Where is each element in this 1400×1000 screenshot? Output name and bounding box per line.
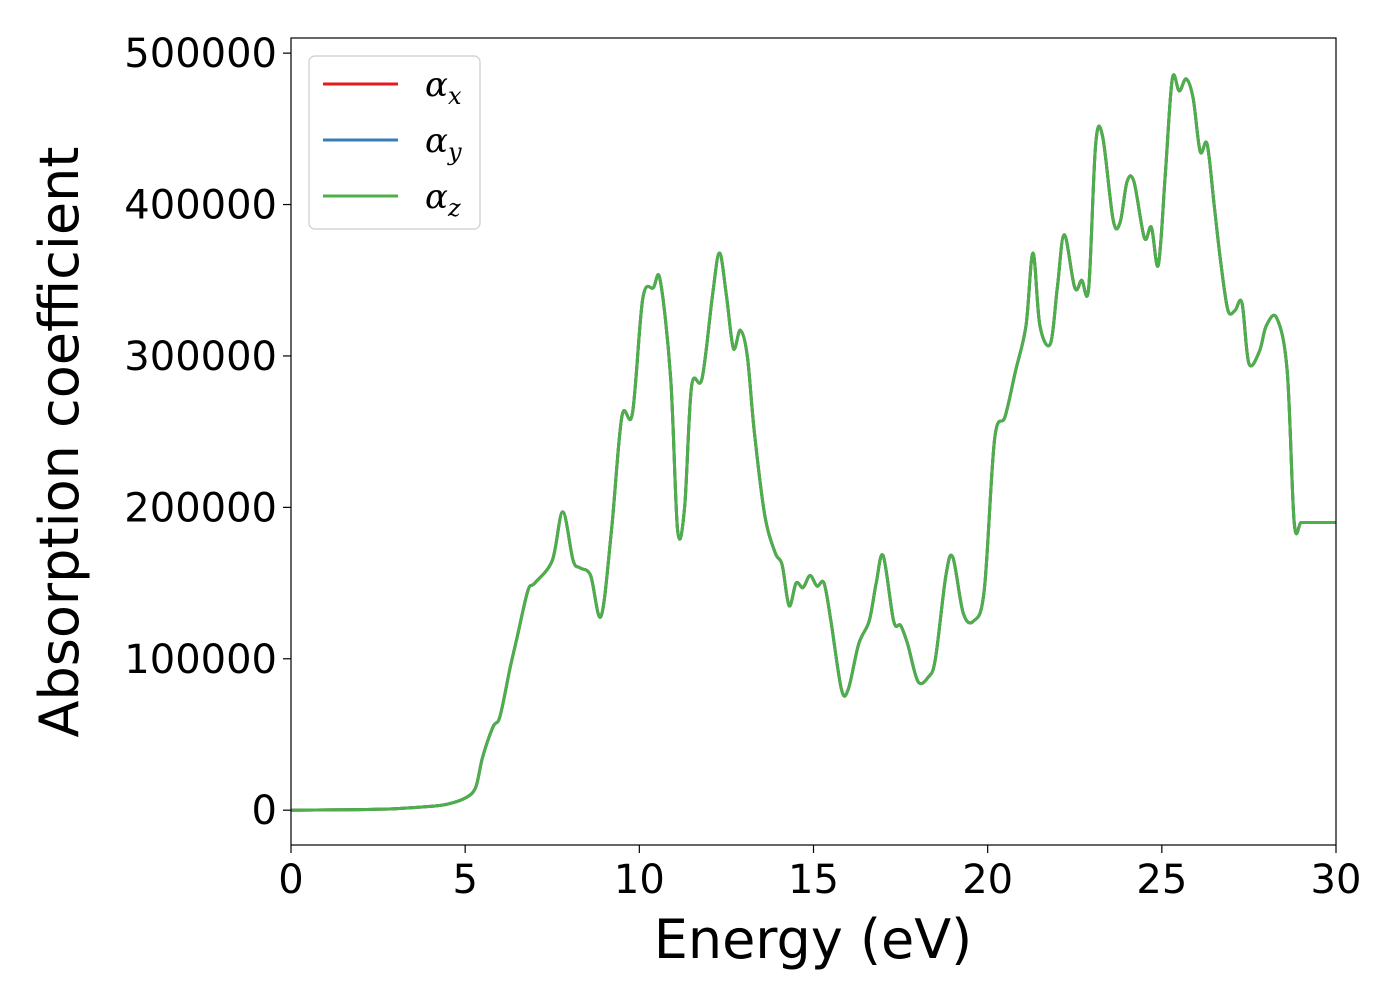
legend: αx αy αz xyxy=(308,55,481,230)
x-tick-label: 15 xyxy=(788,857,839,903)
y-tick-label: 500000 xyxy=(124,31,277,77)
legend-label-x: αx xyxy=(425,65,462,110)
legend-label-y: αy xyxy=(425,121,462,166)
y-axis-label: Absorption coefficient xyxy=(28,147,91,738)
x-tick-label: 25 xyxy=(1136,857,1187,903)
legend-box xyxy=(308,55,481,230)
legend-label-z: αz xyxy=(425,177,461,222)
y-tick-label: 300000 xyxy=(124,334,277,380)
y-tick-label: 0 xyxy=(252,788,277,834)
series-line-z xyxy=(291,73,1336,812)
x-tick-label: 10 xyxy=(614,857,665,903)
x-axis-label: Energy (eV) xyxy=(654,908,973,971)
x-tick-label: 20 xyxy=(962,857,1013,903)
x-tick-label: 30 xyxy=(1311,857,1362,903)
y-tick-label: 400000 xyxy=(124,183,277,229)
y-tick-label: 200000 xyxy=(124,485,277,531)
y-tick-label: 100000 xyxy=(124,637,277,683)
x-axis: 0 5 10 15 20 25 30 xyxy=(278,845,1361,903)
x-tick-label: 0 xyxy=(278,857,303,903)
x-tick-label: 5 xyxy=(452,857,477,903)
y-axis: 0 100000 200000 300000 400000 500000 xyxy=(124,31,291,834)
